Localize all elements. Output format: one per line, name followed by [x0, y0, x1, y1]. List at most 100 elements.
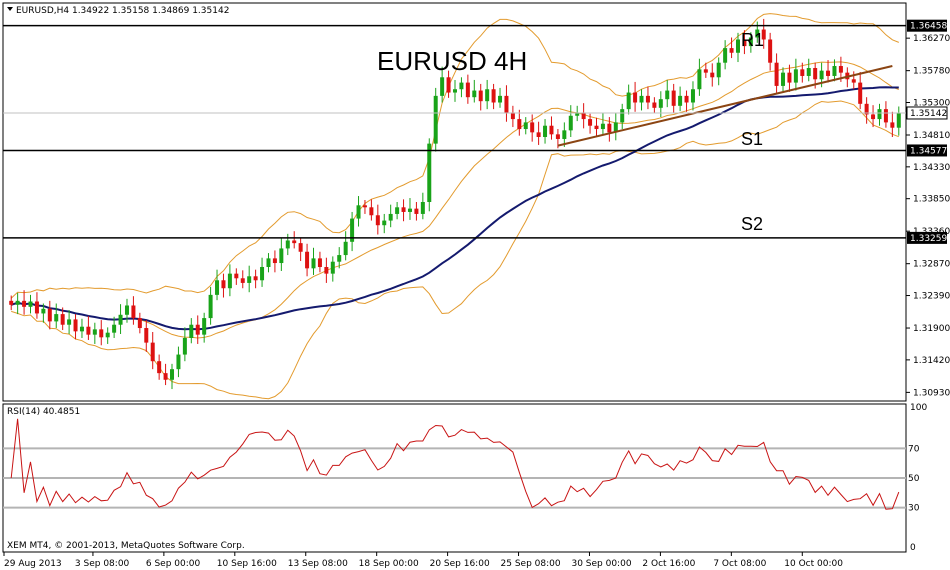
- bear-candle: [813, 68, 818, 80]
- bull-candle: [330, 261, 335, 274]
- bear-candle: [446, 77, 451, 93]
- bull-candle: [343, 241, 348, 256]
- bear-candle: [375, 215, 380, 226]
- bull-candle: [202, 318, 207, 335]
- level-tag-bg: [907, 144, 947, 157]
- bull-candle: [658, 99, 663, 108]
- chart-title: EURUSD 4H: [377, 46, 527, 76]
- bear-candle: [787, 72, 792, 83]
- bear-candle: [633, 92, 638, 103]
- bear-candle: [645, 95, 650, 103]
- bull-candle: [498, 95, 503, 103]
- bear-candle: [536, 132, 541, 137]
- level-tag-s1: 1.34577: [910, 146, 947, 156]
- price-tick-label: 1.32390: [913, 292, 950, 302]
- bull-candle: [819, 70, 824, 80]
- bull-candle: [420, 202, 425, 214]
- bear-candle: [549, 125, 554, 135]
- time-tick-label: 3 Sep 08:00: [75, 559, 130, 569]
- bull-candle: [279, 248, 284, 264]
- s2-label: S2: [741, 214, 763, 234]
- price-tick-label: 1.35300: [913, 99, 950, 109]
- bear-candle: [742, 39, 747, 47]
- time-tick-label: 2 Oct 16:00: [642, 559, 695, 569]
- bull-candle: [395, 207, 400, 214]
- bear-candle: [871, 114, 876, 120]
- collapse-arrow-icon[interactable]: [7, 7, 13, 11]
- price-tick-label: 1.31900: [913, 324, 950, 334]
- price-tick-label: 1.36270: [913, 34, 950, 44]
- rsi-level-label: 30: [908, 504, 920, 514]
- bear-candle: [851, 79, 856, 83]
- bull-candle: [285, 240, 290, 249]
- bear-candle: [324, 267, 329, 274]
- bear-candle: [478, 90, 483, 102]
- level-tag-bg: [907, 19, 947, 32]
- bear-candle: [60, 314, 65, 325]
- level-tag-bg: [907, 231, 947, 244]
- bull-candle: [215, 280, 220, 295]
- bear-candle: [510, 112, 515, 120]
- bear-candle: [150, 342, 155, 362]
- bear-candle: [305, 251, 310, 269]
- bear-candle: [414, 208, 419, 214]
- time-tick-label: 20 Sep 16:00: [430, 559, 490, 569]
- bull-candle: [453, 89, 457, 93]
- bollinger-middle-band: [11, 61, 899, 339]
- bull-candle: [92, 329, 97, 335]
- time-tick-label: 10 Oct 00:00: [784, 559, 843, 569]
- bear-candle: [530, 122, 535, 133]
- bull-candle: [266, 258, 271, 268]
- bear-candle: [298, 243, 303, 252]
- time-tick-label: 13 Sep 08:00: [288, 559, 348, 569]
- price-panel[interactable]: [2, 2, 907, 402]
- rsi-tick-label: 0: [910, 543, 916, 553]
- bear-candle: [826, 70, 831, 76]
- time-tick-label: 29 Aug 2013: [4, 559, 62, 569]
- trendline[interactable]: [557, 65, 893, 147]
- bull-candle: [433, 95, 438, 144]
- bear-candle: [401, 207, 406, 212]
- bull-candle: [440, 77, 445, 96]
- bear-candle: [838, 66, 843, 73]
- bull-candle: [568, 115, 573, 131]
- r1-label: R1: [741, 30, 764, 50]
- bull-candle: [485, 89, 490, 102]
- bull-candle: [311, 258, 316, 269]
- bull-candle: [896, 113, 901, 128]
- bear-candle: [99, 329, 104, 338]
- bull-candle: [459, 82, 464, 90]
- bull-candle: [182, 337, 187, 355]
- bull-candle: [189, 324, 194, 338]
- bear-candle: [9, 300, 14, 305]
- bull-candle: [523, 122, 528, 130]
- bull-candle: [690, 89, 695, 103]
- bull-candle: [613, 122, 618, 133]
- bear-candle: [864, 103, 869, 115]
- bull-candle: [562, 130, 567, 139]
- price-tick-label: 1.30930: [913, 388, 950, 398]
- bull-candle: [176, 354, 181, 370]
- bull-candle: [575, 112, 580, 116]
- bear-candle: [163, 373, 168, 380]
- level-tag-r1: 1.36458: [910, 22, 947, 32]
- rsi-label: RSI(14) 40.4851: [7, 407, 80, 417]
- bull-candle: [697, 69, 702, 90]
- bear-candle: [144, 328, 149, 343]
- bear-candle: [581, 112, 586, 120]
- bear-candle: [157, 361, 162, 374]
- bear-candle: [131, 305, 136, 319]
- bull-candle: [170, 369, 175, 380]
- bull-candle: [626, 92, 631, 110]
- bull-candle: [124, 305, 129, 315]
- bear-candle: [34, 301, 39, 314]
- bull-candle: [665, 90, 670, 100]
- bear-candle: [588, 119, 593, 126]
- time-tick-label: 6 Sep 00:00: [146, 559, 201, 569]
- price-tick-label: 1.35780: [913, 67, 950, 77]
- bear-candle: [858, 82, 863, 104]
- bear-candle: [47, 308, 52, 322]
- bear-candle: [234, 273, 239, 279]
- bear-candle: [369, 207, 374, 216]
